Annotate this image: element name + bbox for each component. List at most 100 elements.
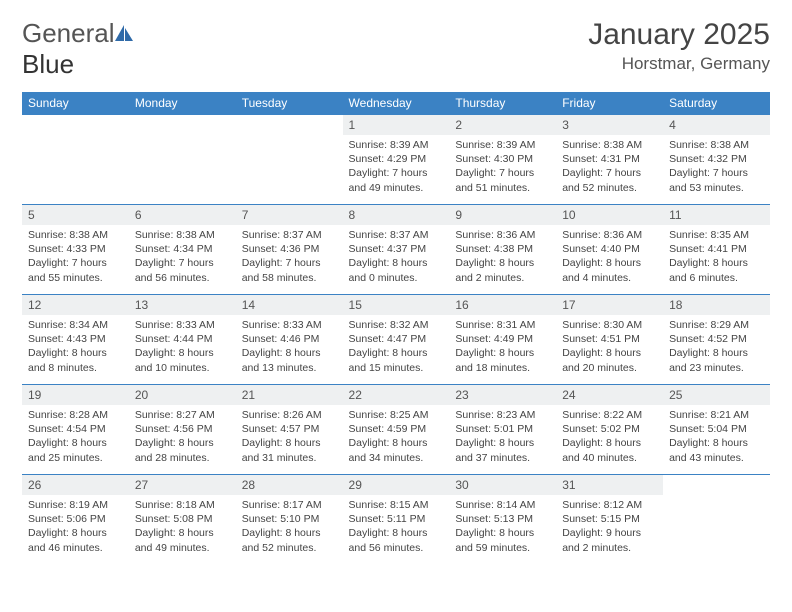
calendar-cell: 3Sunrise: 8:38 AMSunset: 4:31 PMDaylight… (556, 115, 663, 205)
day-number: 17 (556, 295, 663, 315)
calendar-cell: 19Sunrise: 8:28 AMSunset: 4:54 PMDayligh… (22, 385, 129, 475)
day-details: Sunrise: 8:12 AMSunset: 5:15 PMDaylight:… (556, 495, 663, 561)
day-number: 10 (556, 205, 663, 225)
logo: General Blue (22, 18, 135, 80)
calendar-cell: 30Sunrise: 8:14 AMSunset: 5:13 PMDayligh… (449, 475, 556, 565)
day-details: Sunrise: 8:25 AMSunset: 4:59 PMDaylight:… (343, 405, 450, 471)
day-number: 31 (556, 475, 663, 495)
calendar-cell (236, 115, 343, 205)
day-number: 27 (129, 475, 236, 495)
day-header: Wednesday (343, 92, 450, 115)
day-details: Sunrise: 8:30 AMSunset: 4:51 PMDaylight:… (556, 315, 663, 381)
calendar-cell: 7Sunrise: 8:37 AMSunset: 4:36 PMDaylight… (236, 205, 343, 295)
calendar-cell: 18Sunrise: 8:29 AMSunset: 4:52 PMDayligh… (663, 295, 770, 385)
logo-word-1: General (22, 18, 115, 48)
day-number: 19 (22, 385, 129, 405)
day-header: Sunday (22, 92, 129, 115)
day-header: Friday (556, 92, 663, 115)
calendar-cell: 25Sunrise: 8:21 AMSunset: 5:04 PMDayligh… (663, 385, 770, 475)
calendar-cell: 20Sunrise: 8:27 AMSunset: 4:56 PMDayligh… (129, 385, 236, 475)
day-number: 22 (343, 385, 450, 405)
day-header: Thursday (449, 92, 556, 115)
day-details: Sunrise: 8:22 AMSunset: 5:02 PMDaylight:… (556, 405, 663, 471)
calendar-cell: 29Sunrise: 8:15 AMSunset: 5:11 PMDayligh… (343, 475, 450, 565)
day-details: Sunrise: 8:36 AMSunset: 4:40 PMDaylight:… (556, 225, 663, 291)
day-details: Sunrise: 8:29 AMSunset: 4:52 PMDaylight:… (663, 315, 770, 381)
day-number: 4 (663, 115, 770, 135)
day-number: 11 (663, 205, 770, 225)
calendar-cell: 11Sunrise: 8:35 AMSunset: 4:41 PMDayligh… (663, 205, 770, 295)
calendar-cell: 23Sunrise: 8:23 AMSunset: 5:01 PMDayligh… (449, 385, 556, 475)
day-details: Sunrise: 8:33 AMSunset: 4:46 PMDaylight:… (236, 315, 343, 381)
day-number: 7 (236, 205, 343, 225)
day-details: Sunrise: 8:21 AMSunset: 5:04 PMDaylight:… (663, 405, 770, 471)
day-details: Sunrise: 8:26 AMSunset: 4:57 PMDaylight:… (236, 405, 343, 471)
day-details: Sunrise: 8:23 AMSunset: 5:01 PMDaylight:… (449, 405, 556, 471)
calendar-cell: 27Sunrise: 8:18 AMSunset: 5:08 PMDayligh… (129, 475, 236, 565)
calendar-row: 12Sunrise: 8:34 AMSunset: 4:43 PMDayligh… (22, 295, 770, 385)
logo-word-2: Blue (22, 49, 74, 79)
day-details: Sunrise: 8:18 AMSunset: 5:08 PMDaylight:… (129, 495, 236, 561)
calendar-cell: 31Sunrise: 8:12 AMSunset: 5:15 PMDayligh… (556, 475, 663, 565)
day-details: Sunrise: 8:38 AMSunset: 4:33 PMDaylight:… (22, 225, 129, 291)
day-number: 14 (236, 295, 343, 315)
calendar-cell: 5Sunrise: 8:38 AMSunset: 4:33 PMDaylight… (22, 205, 129, 295)
day-details: Sunrise: 8:35 AMSunset: 4:41 PMDaylight:… (663, 225, 770, 291)
day-number: 1 (343, 115, 450, 135)
day-number: 13 (129, 295, 236, 315)
calendar-cell: 1Sunrise: 8:39 AMSunset: 4:29 PMDaylight… (343, 115, 450, 205)
day-details: Sunrise: 8:31 AMSunset: 4:49 PMDaylight:… (449, 315, 556, 381)
day-details: Sunrise: 8:15 AMSunset: 5:11 PMDaylight:… (343, 495, 450, 561)
calendar-cell: 2Sunrise: 8:39 AMSunset: 4:30 PMDaylight… (449, 115, 556, 205)
day-details: Sunrise: 8:32 AMSunset: 4:47 PMDaylight:… (343, 315, 450, 381)
sail-icon (113, 24, 135, 42)
day-details: Sunrise: 8:38 AMSunset: 4:34 PMDaylight:… (129, 225, 236, 291)
calendar-cell: 13Sunrise: 8:33 AMSunset: 4:44 PMDayligh… (129, 295, 236, 385)
day-header: Tuesday (236, 92, 343, 115)
day-number: 23 (449, 385, 556, 405)
day-number: 30 (449, 475, 556, 495)
calendar-table: SundayMondayTuesdayWednesdayThursdayFrid… (22, 92, 770, 565)
day-number: 3 (556, 115, 663, 135)
day-details: Sunrise: 8:37 AMSunset: 4:36 PMDaylight:… (236, 225, 343, 291)
calendar-cell: 21Sunrise: 8:26 AMSunset: 4:57 PMDayligh… (236, 385, 343, 475)
title-block: January 2025 Horstmar, Germany (588, 18, 770, 74)
day-details: Sunrise: 8:38 AMSunset: 4:32 PMDaylight:… (663, 135, 770, 201)
calendar-cell: 26Sunrise: 8:19 AMSunset: 5:06 PMDayligh… (22, 475, 129, 565)
calendar-cell: 17Sunrise: 8:30 AMSunset: 4:51 PMDayligh… (556, 295, 663, 385)
day-number: 15 (343, 295, 450, 315)
day-number: 6 (129, 205, 236, 225)
day-details: Sunrise: 8:33 AMSunset: 4:44 PMDaylight:… (129, 315, 236, 381)
day-number: 16 (449, 295, 556, 315)
day-number: 8 (343, 205, 450, 225)
calendar-cell (663, 475, 770, 565)
day-details: Sunrise: 8:37 AMSunset: 4:37 PMDaylight:… (343, 225, 450, 291)
day-details: Sunrise: 8:17 AMSunset: 5:10 PMDaylight:… (236, 495, 343, 561)
day-number: 24 (556, 385, 663, 405)
day-details: Sunrise: 8:39 AMSunset: 4:30 PMDaylight:… (449, 135, 556, 201)
calendar-cell: 24Sunrise: 8:22 AMSunset: 5:02 PMDayligh… (556, 385, 663, 475)
calendar-cell (22, 115, 129, 205)
day-number: 26 (22, 475, 129, 495)
calendar-cell: 10Sunrise: 8:36 AMSunset: 4:40 PMDayligh… (556, 205, 663, 295)
calendar-cell: 8Sunrise: 8:37 AMSunset: 4:37 PMDaylight… (343, 205, 450, 295)
calendar-cell: 12Sunrise: 8:34 AMSunset: 4:43 PMDayligh… (22, 295, 129, 385)
calendar-row: 5Sunrise: 8:38 AMSunset: 4:33 PMDaylight… (22, 205, 770, 295)
location-label: Horstmar, Germany (588, 54, 770, 74)
page-header: General Blue January 2025 Horstmar, Germ… (22, 18, 770, 80)
day-number: 9 (449, 205, 556, 225)
day-details: Sunrise: 8:14 AMSunset: 5:13 PMDaylight:… (449, 495, 556, 561)
day-details: Sunrise: 8:28 AMSunset: 4:54 PMDaylight:… (22, 405, 129, 471)
calendar-cell: 9Sunrise: 8:36 AMSunset: 4:38 PMDaylight… (449, 205, 556, 295)
calendar-body: 1Sunrise: 8:39 AMSunset: 4:29 PMDaylight… (22, 115, 770, 565)
day-number: 2 (449, 115, 556, 135)
day-number: 29 (343, 475, 450, 495)
day-header: Saturday (663, 92, 770, 115)
day-number: 21 (236, 385, 343, 405)
day-details: Sunrise: 8:39 AMSunset: 4:29 PMDaylight:… (343, 135, 450, 201)
calendar-cell (129, 115, 236, 205)
day-number: 18 (663, 295, 770, 315)
day-details: Sunrise: 8:27 AMSunset: 4:56 PMDaylight:… (129, 405, 236, 471)
day-details: Sunrise: 8:36 AMSunset: 4:38 PMDaylight:… (449, 225, 556, 291)
logo-text: General Blue (22, 18, 135, 80)
